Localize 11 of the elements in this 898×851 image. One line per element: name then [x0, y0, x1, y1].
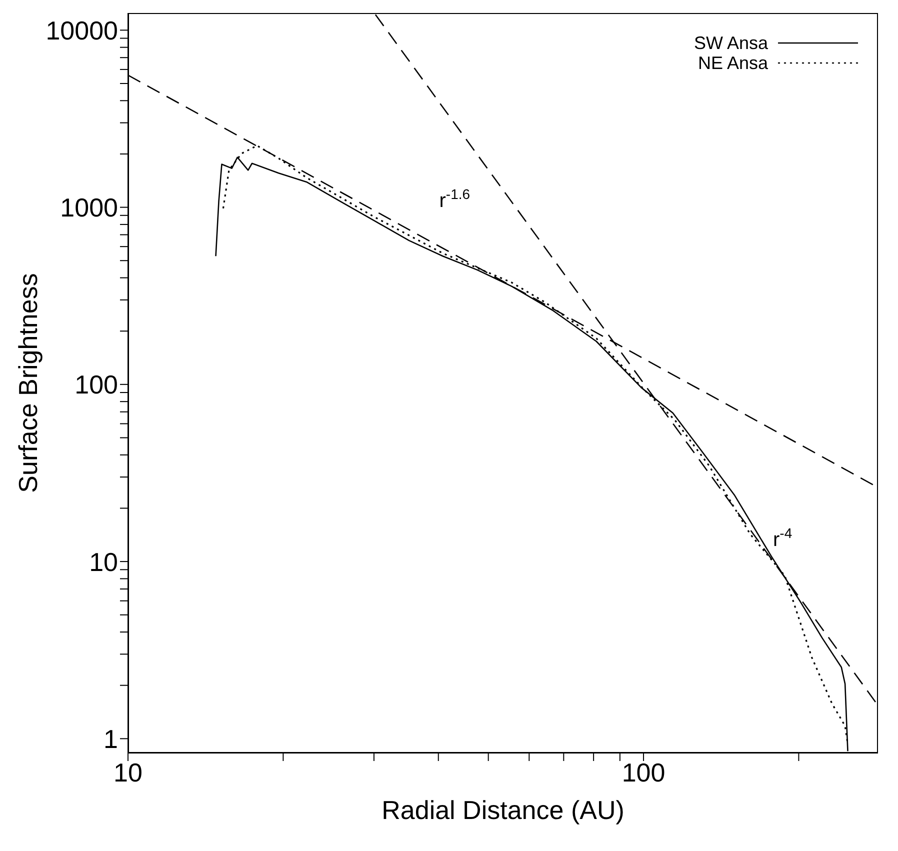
legend-label: SW Ansa [694, 33, 768, 53]
y-tick-label: 10 [89, 546, 118, 577]
annotation: r$^{-4}$ [773, 524, 792, 551]
y-tick-label: 10000 [46, 15, 118, 46]
legend-label: NE Ansa [698, 53, 768, 73]
y-axis-title: Surface Brightness [12, 273, 43, 493]
y-tick-label: 100 [74, 370, 118, 400]
x-axis-title: Radial Distance (AU) [382, 795, 624, 825]
y-tick-label: 1 [104, 724, 118, 754]
annotation: r$^{-1.6}$ [439, 186, 470, 212]
y-tick-label: 1000 [60, 192, 118, 223]
